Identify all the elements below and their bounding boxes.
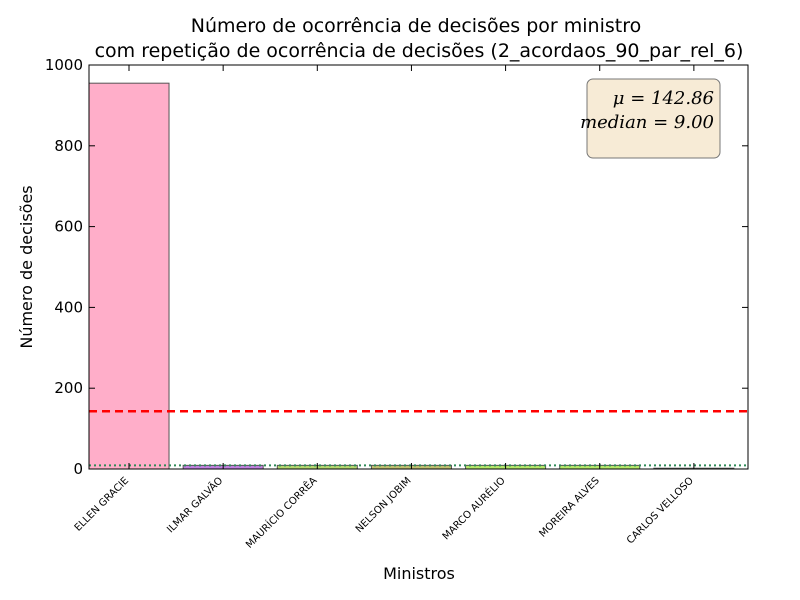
stats-median: median = 9.00: [580, 112, 714, 133]
chart-subtitle: com repetição de ocorrência de decisões …: [95, 40, 744, 62]
xtick-label-5: MOREIRA ALVES: [537, 475, 601, 539]
ytick-label-5: 1000: [45, 56, 83, 74]
reference-lines: [89, 410, 748, 467]
xtick-label-1: ILMAR GALVÃO: [164, 474, 226, 536]
ytick-label-4: 800: [54, 137, 83, 155]
ytick-label-0: 0: [73, 460, 83, 478]
stats-box-background: [586, 78, 721, 159]
ytick-label-2: 400: [54, 298, 83, 316]
ytick-label-3: 600: [54, 218, 83, 236]
xtick-label-4: MARCO AURÉLIO: [439, 474, 508, 543]
stats-mu: μ = 142.86: [613, 88, 714, 109]
xtick-label-3: NELSON JOBIM: [354, 475, 414, 535]
y-ticks: 0 200 400 600 800 1000: [45, 56, 748, 478]
bar-0: [88, 82, 170, 470]
y-axis-label: Número de decisões: [17, 185, 36, 348]
chart-title: Número de ocorrência de decisões por min…: [191, 15, 641, 37]
xtick-label-6: CARLOS VELLOSO: [625, 475, 696, 546]
plot-frame: [88, 64, 749, 470]
xtick-label-0: ELLEN GRACIE: [73, 475, 131, 533]
x-axis-label: Ministros: [383, 564, 455, 583]
stats-box: μ = 142.86 median = 9.00: [580, 78, 721, 159]
xtick-label-2: MAURÍCIO CORRÊA: [243, 474, 320, 551]
ytick-label-1: 200: [54, 379, 83, 397]
